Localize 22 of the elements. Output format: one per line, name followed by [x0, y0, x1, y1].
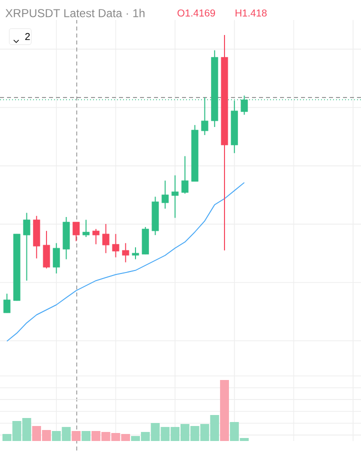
text: H1.418	[236, 9, 267, 17]
candlestick	[42, 230, 50, 269]
chart-title: XRPUSDT Latest Data · 1h	[6, 8, 144, 18]
candlestick	[92, 228, 100, 245]
bar	[72, 430, 81, 441]
bar	[220, 380, 229, 441]
candlestick	[162, 180, 169, 210]
annotation: 2	[25, 32, 30, 40]
candlestick	[132, 246, 140, 260]
candlestick	[72, 222, 80, 242]
candlestick	[181, 156, 188, 194]
candlestick	[3, 293, 10, 314]
candlestick	[23, 212, 30, 282]
candlestick	[201, 97, 208, 136]
candlestick	[112, 233, 120, 258]
bar	[82, 430, 90, 441]
candlestick	[82, 219, 90, 238]
candlestick	[102, 223, 110, 254]
candlestick	[122, 242, 130, 263]
candlestick	[52, 242, 60, 274]
candlestick	[172, 174, 179, 218]
text: O1.4169	[178, 9, 215, 17]
